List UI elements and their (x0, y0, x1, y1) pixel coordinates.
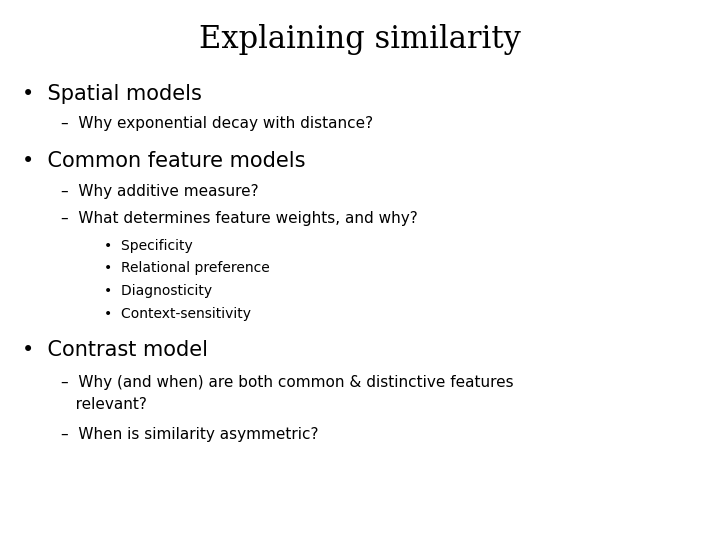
Text: •  Relational preference: • Relational preference (104, 261, 270, 275)
Text: Explaining similarity: Explaining similarity (199, 24, 521, 55)
Text: •  Spatial models: • Spatial models (22, 84, 202, 104)
Text: •  Diagnosticity: • Diagnosticity (104, 284, 212, 298)
Text: •  Context-sensitivity: • Context-sensitivity (104, 307, 251, 321)
Text: •  Specificity: • Specificity (104, 239, 193, 253)
Text: –  Why additive measure?: – Why additive measure? (61, 184, 258, 199)
Text: relevant?: relevant? (61, 397, 147, 412)
Text: –  What determines feature weights, and why?: – What determines feature weights, and w… (61, 211, 418, 226)
Text: •  Contrast model: • Contrast model (22, 340, 207, 360)
Text: –  Why exponential decay with distance?: – Why exponential decay with distance? (61, 116, 374, 131)
Text: •  Common feature models: • Common feature models (22, 151, 305, 171)
Text: –  When is similarity asymmetric?: – When is similarity asymmetric? (61, 427, 319, 442)
Text: –  Why (and when) are both common & distinctive features: – Why (and when) are both common & disti… (61, 375, 514, 390)
